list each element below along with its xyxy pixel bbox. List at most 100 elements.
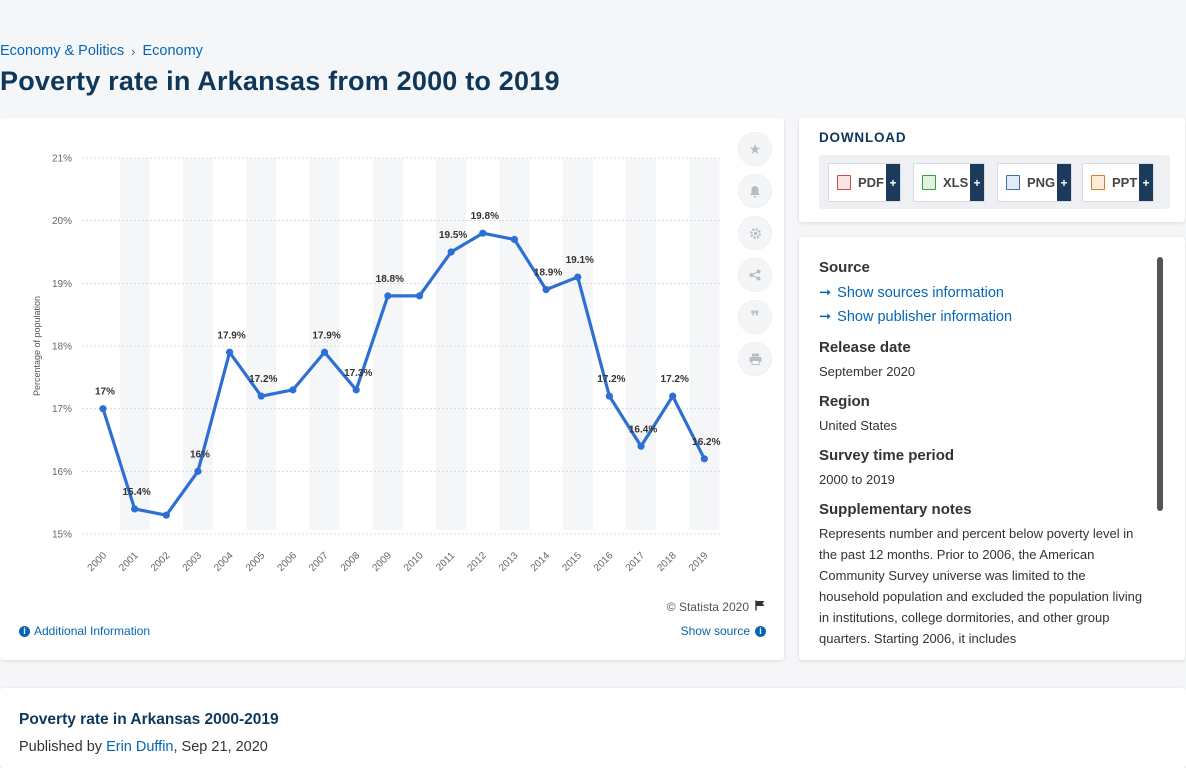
- data-point[interactable]: [479, 230, 486, 237]
- info-card: Source ➞ Show sources information ➞ Show…: [799, 237, 1185, 660]
- y-tick-label: 17%: [52, 404, 72, 415]
- data-label: 19.5%: [439, 230, 467, 241]
- data-label: 18.8%: [376, 274, 404, 285]
- data-label: 17.2%: [597, 374, 625, 385]
- additional-information-label: Additional Information: [34, 624, 150, 638]
- quote-icon[interactable]: ❞: [738, 300, 772, 334]
- ppt-label: PPT: [1112, 175, 1137, 190]
- x-tick-label: 2000: [86, 550, 110, 574]
- data-point[interactable]: [163, 512, 170, 519]
- data-point[interactable]: [669, 393, 676, 400]
- data-point[interactable]: [321, 349, 328, 356]
- data-point[interactable]: [416, 292, 423, 299]
- data-point[interactable]: [258, 393, 265, 400]
- publication-card: Poverty rate in Arkansas 2000-2019 Publi…: [0, 688, 1186, 768]
- plus-icon: +: [1057, 164, 1071, 201]
- column-stripe: [626, 158, 656, 530]
- data-label: 19.8%: [471, 211, 499, 222]
- y-tick-label: 21%: [52, 154, 72, 165]
- x-tick-label: 2019: [687, 550, 711, 574]
- scrollbar-thumb[interactable]: [1157, 257, 1163, 511]
- download-ppt-button[interactable]: PPT +: [1082, 163, 1154, 202]
- survey-period-label: Survey time period: [819, 447, 1149, 464]
- column-stripe: [373, 158, 403, 530]
- data-point[interactable]: [448, 248, 455, 255]
- data-point[interactable]: [637, 443, 644, 450]
- star-icon[interactable]: ★: [738, 132, 772, 166]
- gear-icon[interactable]: [738, 216, 772, 250]
- data-label: 17.2%: [661, 374, 689, 385]
- page-title: Poverty rate in Arkansas from 2000 to 20…: [0, 66, 560, 97]
- info-icon: i: [19, 626, 30, 637]
- release-date-value: September 2020: [819, 361, 1149, 382]
- data-point[interactable]: [194, 468, 201, 475]
- data-label: 17.2%: [249, 374, 277, 385]
- bell-icon[interactable]: [738, 174, 772, 208]
- x-tick-label: 2016: [592, 550, 616, 574]
- download-png-button[interactable]: PNG +: [997, 163, 1072, 202]
- column-stripe: [246, 158, 276, 530]
- x-tick-label: 2012: [465, 550, 489, 574]
- download-xls-button[interactable]: XLS +: [913, 163, 985, 202]
- data-point[interactable]: [574, 273, 581, 280]
- column-stripe: [689, 158, 719, 530]
- show-publisher-link[interactable]: ➞ Show publisher information: [819, 305, 1149, 329]
- breadcrumb-economy-politics[interactable]: Economy & Politics: [0, 43, 124, 59]
- data-label: 18.9%: [534, 268, 562, 279]
- breadcrumb-economy[interactable]: Economy: [142, 43, 202, 59]
- data-label: 17.9%: [312, 330, 340, 341]
- x-tick-label: 2018: [655, 550, 679, 574]
- print-icon[interactable]: [738, 342, 772, 376]
- show-publisher-label: Show publisher information: [837, 305, 1012, 329]
- data-label: 15.4%: [122, 487, 150, 498]
- additional-information-link[interactable]: i Additional Information: [19, 624, 150, 638]
- release-date-label: Release date: [819, 339, 1149, 356]
- breadcrumb-separator: ›: [131, 44, 135, 59]
- x-tick-label: 2002: [149, 550, 173, 574]
- data-point[interactable]: [353, 386, 360, 393]
- data-point[interactable]: [511, 236, 518, 243]
- copyright: © Statista 2020: [667, 600, 766, 614]
- breadcrumb: Economy & Politics › Economy: [0, 43, 203, 59]
- line-chart: 15% 16% 17% 18% 19% 20% 21% 2000 2001 2002 2003 20…: [0, 118, 784, 588]
- published-by: Published by Erin Duffin, Sep 21, 2020: [19, 739, 268, 755]
- author-link[interactable]: Erin Duffin: [106, 739, 173, 755]
- data-point[interactable]: [543, 286, 550, 293]
- source-label: Source: [819, 259, 1149, 276]
- y-tick-label: 15%: [52, 530, 72, 541]
- survey-period-value: 2000 to 2019: [819, 469, 1149, 490]
- data-point[interactable]: [384, 292, 391, 299]
- arrow-right-icon: ➞: [819, 305, 831, 329]
- x-tick-label: 2003: [181, 550, 205, 574]
- x-tick-label: 2015: [560, 550, 584, 574]
- flag-icon[interactable]: [755, 600, 766, 614]
- column-stripe: [310, 158, 340, 530]
- data-label: 16.2%: [692, 437, 720, 448]
- data-point[interactable]: [226, 349, 233, 356]
- info-icon: i: [755, 626, 766, 637]
- data-point[interactable]: [131, 505, 138, 512]
- x-tick-label: 2008: [339, 550, 363, 574]
- download-pdf-button[interactable]: PDF +: [828, 163, 901, 202]
- data-point[interactable]: [701, 455, 708, 462]
- data-point[interactable]: [99, 405, 106, 412]
- pdf-label: PDF: [858, 175, 884, 190]
- column-stripe: [499, 158, 529, 530]
- chart-tools: ★ ❞: [738, 132, 772, 384]
- show-source-link[interactable]: Show source i: [681, 624, 766, 638]
- x-tick-label: 2004: [212, 550, 236, 574]
- publication-title: Poverty rate in Arkansas 2000-2019: [19, 711, 279, 729]
- show-source-label: Show source: [681, 624, 750, 638]
- data-label: 17%: [95, 387, 115, 398]
- y-tick-label: 16%: [52, 467, 72, 478]
- share-icon[interactable]: [738, 258, 772, 292]
- column-stripe: [436, 158, 466, 530]
- data-point[interactable]: [606, 393, 613, 400]
- download-card: DOWNLOAD PDF + XLS + PNG + PPT +: [799, 118, 1185, 222]
- supplementary-notes-label: Supplementary notes: [819, 501, 1149, 518]
- data-point[interactable]: [289, 386, 296, 393]
- column-stripe: [563, 158, 593, 530]
- chart-card: 15% 16% 17% 18% 19% 20% 21% 2000 2001 2002 2003 20…: [0, 118, 784, 660]
- show-sources-link[interactable]: ➞ Show sources information: [819, 281, 1149, 305]
- data-label: 17.3%: [344, 368, 372, 379]
